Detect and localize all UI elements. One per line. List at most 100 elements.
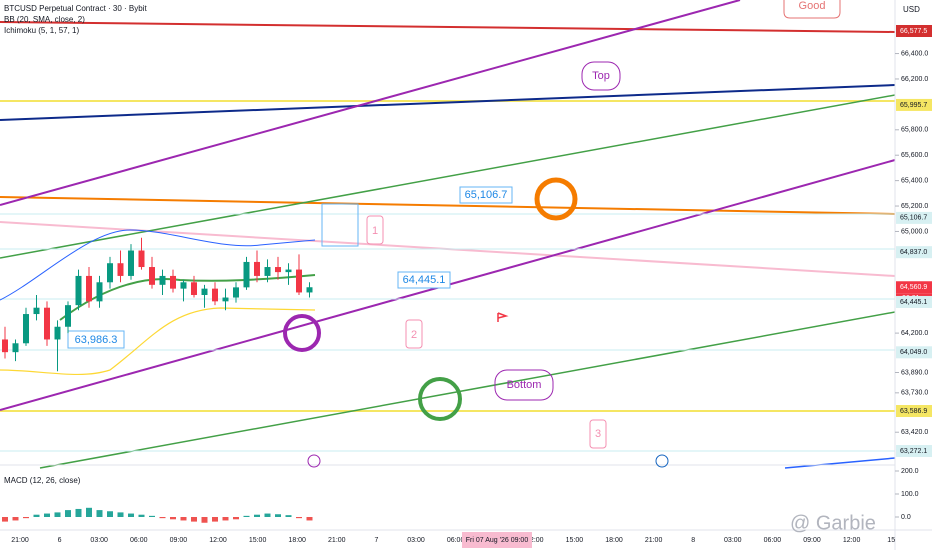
price-tick: 65,600.0: [901, 152, 928, 159]
time-label: 09:00: [803, 537, 821, 544]
macd-bar: [23, 517, 29, 519]
time-label: 12:00: [209, 537, 227, 544]
price-marker-label: 65,995.7: [900, 102, 927, 109]
texts: BTCUSD Perpetual Contract · 30 · Bybit B…: [4, 0, 920, 534]
candle-body: [243, 261, 250, 288]
macd-bar: [180, 517, 187, 521]
time-label: 09:00: [170, 537, 188, 544]
candle-body: [107, 263, 113, 283]
time-label: 15: [887, 537, 895, 544]
currency: USD: [903, 5, 920, 14]
time-label: 8: [691, 537, 695, 544]
macd-bar: [191, 517, 197, 522]
candle-body: [65, 305, 71, 327]
price-label: 63,986.3: [75, 334, 118, 346]
candle-body: [33, 307, 40, 315]
candle-body: [222, 297, 229, 302]
candle-body: [2, 339, 8, 353]
time-label: 15:00: [249, 537, 267, 544]
candle-body: [149, 267, 155, 285]
time-label: 06:00: [130, 537, 148, 544]
price-marker: [896, 295, 932, 308]
time-cursor: Fri 07 Aug '26 09:00: [466, 537, 529, 544]
time-label: 06:00: [764, 537, 782, 544]
macd-bar: [44, 513, 50, 517]
time-label: 21:00: [11, 537, 29, 544]
macd-bar: [201, 517, 208, 523]
symbol: BTCUSD Perpetual Contract · 30 · Bybit: [4, 4, 147, 13]
macd-bar: [264, 513, 271, 517]
note-good: Good: [799, 0, 826, 12]
candle-body: [75, 275, 82, 306]
price-marker: [896, 405, 932, 418]
candle-body: [170, 275, 176, 289]
time-label: 12:00: [526, 537, 544, 544]
price-marker: [896, 211, 932, 224]
time-label: 21:00: [328, 537, 346, 544]
time-label: 03:00: [407, 537, 425, 544]
candle-body: [212, 288, 218, 302]
candle-body: [138, 250, 145, 268]
price-tick: 63,730.0: [901, 390, 928, 397]
candle-body: [285, 269, 292, 273]
candle-body: [159, 275, 166, 285]
macd-bar: [75, 508, 82, 517]
candle-body: [233, 287, 239, 298]
macd-bar: [117, 512, 124, 517]
macd-bar: [159, 517, 166, 519]
price-marker-label: 65,106.7: [900, 215, 927, 222]
candle-body: [86, 275, 92, 302]
time-label: 6: [58, 537, 62, 544]
price-marker: [896, 98, 932, 111]
candle-body: [191, 282, 197, 295]
macd-bar: [86, 507, 92, 517]
price-tick: 66,400.0: [901, 50, 928, 57]
time-label: 03:00: [90, 537, 108, 544]
candle-body: [128, 250, 134, 276]
price-marker-label: 64,445.1: [900, 299, 927, 306]
macd-bar: [96, 510, 103, 517]
candle-body: [180, 282, 187, 289]
wave-number: 3: [595, 428, 601, 440]
candle-body: [117, 263, 124, 276]
candle-body: [264, 267, 271, 276]
price-tick: 65,200.0: [901, 203, 928, 210]
price-marker-label: 66,577.5: [900, 28, 927, 35]
time-label: 06:00: [447, 537, 465, 544]
price-tick: 65,400.0: [901, 177, 928, 184]
candle-body: [296, 269, 302, 293]
macd-bar: [254, 514, 260, 517]
wave-number: 1: [372, 225, 378, 237]
candle-body: [275, 267, 281, 273]
macd-bar: [128, 513, 134, 517]
wave-number: 2: [411, 329, 417, 341]
macd-bar: [233, 517, 239, 520]
price-tick: 66,200.0: [901, 76, 928, 83]
candle-body: [54, 326, 61, 340]
time-cursor-bg: [462, 532, 532, 548]
candle-body: [23, 314, 29, 344]
macd-bar: [222, 517, 229, 521]
bb-legend: BB (20, SMA, close, 2): [4, 15, 85, 24]
candle-body: [44, 307, 50, 340]
ichimoku-legend: Ichimoku (5, 1, 57, 1): [4, 26, 79, 35]
price-marker: [896, 346, 932, 359]
macd-bar: [212, 517, 218, 522]
macd-bar: [149, 515, 155, 517]
price-label: 64,445.1: [403, 274, 446, 286]
candle-body: [12, 343, 19, 353]
macd-bar: [285, 515, 292, 517]
note-top: Top: [592, 70, 610, 82]
macd-tick: 100.0: [901, 491, 919, 498]
price-marker: [896, 25, 932, 37]
candle-body: [96, 282, 103, 302]
time-label: 03:00: [724, 537, 742, 544]
price-tick: 65,000.0: [901, 228, 928, 235]
candle-body: [201, 288, 208, 295]
price-marker-label: 64,837.0: [900, 249, 927, 256]
macd-bar: [2, 517, 8, 522]
macd-tick: 200.0: [901, 468, 919, 475]
time-label: 18:00: [605, 537, 623, 544]
